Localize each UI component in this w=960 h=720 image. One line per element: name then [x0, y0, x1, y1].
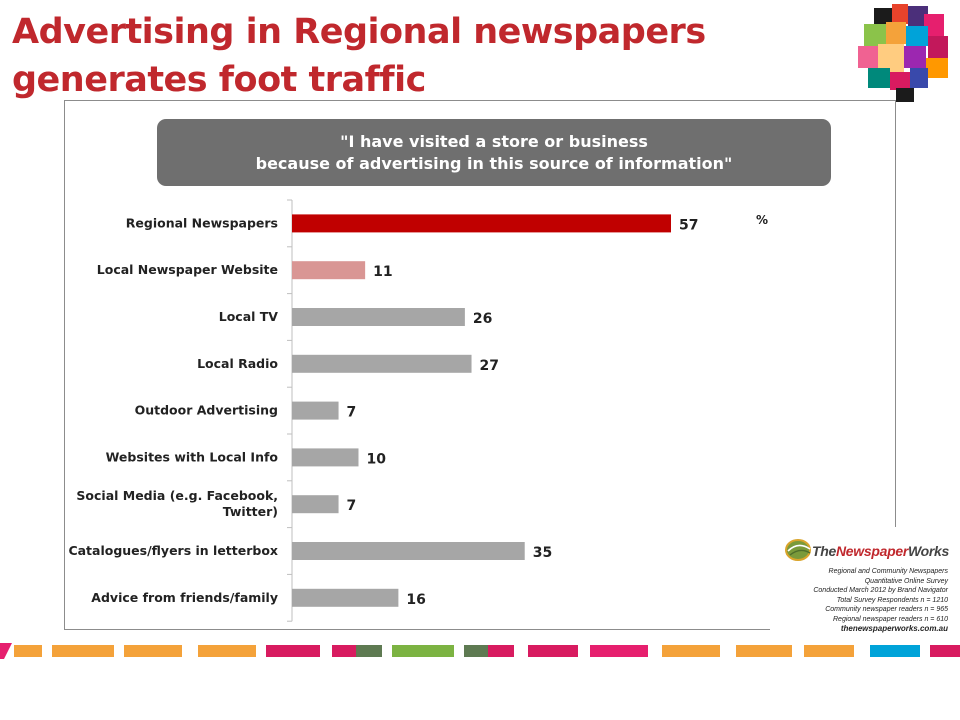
- bar: [292, 495, 339, 514]
- category-label: Local TV: [219, 309, 279, 324]
- bar: [292, 308, 465, 326]
- banner-line-1: "I have visited a store or business: [340, 132, 648, 151]
- bar: [292, 588, 399, 607]
- bar: [292, 261, 366, 280]
- note-line: Total Survey Respondents n = 1210: [836, 596, 948, 604]
- data-label: 10: [366, 451, 386, 467]
- source-box: TheNewspaperWorks Regional and Community…: [770, 527, 958, 645]
- note-line: Regional and Community Newspapers: [828, 568, 948, 575]
- slide-title: Advertising in Regional newspapers gener…: [12, 12, 706, 100]
- data-label: 16: [406, 592, 425, 608]
- bar: [292, 354, 472, 373]
- data-label: 26: [473, 311, 492, 327]
- bar: [292, 214, 671, 233]
- note-line: Community newspaper readers n = 965: [825, 606, 948, 613]
- category-label: Local Newspaper Website: [97, 262, 278, 277]
- category-label: Outdoor Advertising: [135, 403, 278, 418]
- category-label: Local Radio: [197, 356, 278, 371]
- data-label: 11: [373, 264, 392, 280]
- decorative-color-stripe: [0, 643, 960, 659]
- bar: [292, 448, 359, 467]
- category-label: Regional Newspapers: [126, 215, 278, 230]
- category-label: Advice from friends/family: [91, 590, 278, 605]
- unit-label: %: [756, 213, 768, 227]
- bar: [292, 542, 525, 560]
- data-label: 35: [533, 545, 552, 561]
- question-banner: "I have visited a store or business beca…: [157, 119, 831, 186]
- data-label: 57: [679, 217, 698, 233]
- bar: [292, 401, 339, 420]
- note-line: Regional newspaper readers n = 610: [833, 615, 948, 623]
- brand-mosaic-logo: [858, 4, 948, 102]
- website-link[interactable]: thenewspaperworks.com.au: [840, 624, 948, 633]
- data-label: 7: [347, 498, 357, 514]
- note-line: Conducted March 2012 by Brand Navigator: [813, 587, 948, 594]
- category-label: Catalogues/flyers in letterbox: [68, 543, 278, 558]
- data-label: 27: [480, 358, 499, 374]
- note-line: Quantitative Online Survey: [864, 577, 948, 585]
- data-label: 7: [347, 405, 357, 421]
- category-label: Websites with Local Info: [106, 449, 279, 464]
- brand-name: TheNewspaperWorks: [812, 543, 950, 559]
- survey-notes: Regional and Community Newspapers Quanti…: [813, 567, 948, 634]
- chart-frame: [64, 100, 896, 630]
- banner-line-2: because of advertising in this source of…: [255, 154, 733, 173]
- globe-logo-icon: [785, 539, 811, 561]
- category-label: Social Media (e.g. Facebook, Twitter): [76, 488, 278, 519]
